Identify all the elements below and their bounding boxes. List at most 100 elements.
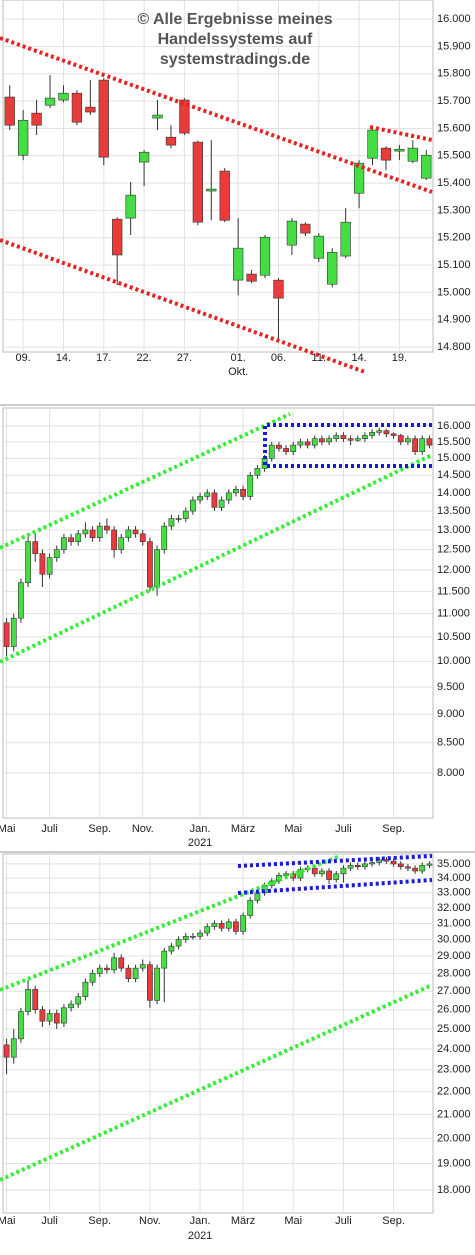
candle-body <box>18 119 29 156</box>
candle-body <box>118 957 125 969</box>
candle-body <box>297 441 304 446</box>
watermark: systemstradings.de <box>160 51 310 68</box>
candle-body <box>376 430 383 433</box>
candle-body <box>412 438 418 452</box>
candle-body <box>39 553 46 575</box>
candle-body <box>283 448 289 452</box>
candle-body <box>152 114 163 119</box>
candle-body <box>333 435 340 439</box>
x-tick-label: Nov. <box>132 823 154 835</box>
trend-lines <box>0 36 433 1182</box>
y-tick-label: 26.000 <box>437 1004 471 1016</box>
candle-body <box>68 1003 74 1009</box>
y-tick-label: 22.000 <box>437 1086 471 1098</box>
candle-body <box>340 221 351 257</box>
x-tick-label: Jan. <box>190 1215 211 1227</box>
candle-body <box>31 112 42 126</box>
x-tick-label: 09. <box>16 352 31 364</box>
candle-body <box>326 870 332 880</box>
candle-body <box>233 921 239 932</box>
candle-body <box>89 973 96 983</box>
y-tick-label: 13.000 <box>437 524 471 536</box>
candle-body <box>353 162 365 194</box>
y-tick-label: 15.200 <box>437 232 471 244</box>
x-tick-label: März <box>231 1215 255 1227</box>
candle-body <box>138 151 150 163</box>
candle-body <box>154 967 160 1001</box>
x-tick-label: Sep. <box>88 1215 111 1227</box>
y-tick-label: 15.300 <box>437 204 471 216</box>
candle-body <box>75 996 82 1005</box>
candle-body <box>82 529 89 535</box>
trend-line <box>0 412 291 550</box>
candle-body <box>247 474 254 497</box>
candle-body <box>154 549 160 588</box>
candle-body <box>10 617 17 647</box>
trend-line <box>0 238 366 374</box>
y-tick-label: 9.500 <box>437 681 465 693</box>
candle-body <box>61 1007 67 1024</box>
candle-body <box>25 989 31 1012</box>
candle-body <box>125 194 136 219</box>
candle-body <box>319 438 325 443</box>
candle-body <box>192 141 203 223</box>
candle-body <box>18 582 24 619</box>
candle-body <box>161 950 168 969</box>
y-tick-label: 15.100 <box>437 259 471 271</box>
y-tick-label: 8.500 <box>437 737 465 749</box>
candle-body <box>58 92 69 101</box>
y-tick-label: 21.000 <box>437 1108 471 1120</box>
x-tick-label: 22. <box>136 352 151 364</box>
y-tick-label: 15.600 <box>437 122 471 134</box>
candle-body <box>419 438 426 452</box>
candle-body <box>426 863 433 866</box>
x-tick-label: Mai <box>284 823 302 835</box>
y-tick-label: 16.000 <box>437 13 471 25</box>
candle-body <box>354 438 361 441</box>
candle-body <box>10 1038 17 1058</box>
candle-body <box>182 510 189 519</box>
x-tick-label: Juli <box>41 823 58 835</box>
x-tick-label: 19. <box>392 352 407 364</box>
candle-body <box>104 967 110 971</box>
y-tick-label: 24.000 <box>437 1043 471 1055</box>
x-tick-label: Juli <box>41 1215 58 1227</box>
candle-body <box>71 92 83 123</box>
y-tick-label: 32.000 <box>437 902 471 914</box>
candle-body <box>53 549 60 558</box>
watermark: Handelssystems auf <box>158 31 313 48</box>
x-tick-label: 06. <box>271 352 286 364</box>
y-tick-label: 15.800 <box>437 68 471 80</box>
candle-body <box>75 533 82 542</box>
candle-body <box>340 867 347 875</box>
x-tick-label: Sep. <box>88 823 111 835</box>
y-tick-label: 9.000 <box>437 708 465 720</box>
candle-body <box>369 862 375 865</box>
candle-body <box>327 251 338 285</box>
candle-body <box>240 489 246 497</box>
candle-body <box>313 235 324 259</box>
x-tick-label: Mai <box>284 1215 302 1227</box>
y-tick-label: 31.000 <box>437 917 471 929</box>
candle-body <box>397 863 404 868</box>
candle-body <box>247 899 254 916</box>
y-tick-label: 29.000 <box>437 950 471 962</box>
y-tick-label: 30.000 <box>437 933 471 945</box>
x-tick-label: Nov. <box>139 1215 161 1227</box>
candle-body <box>82 981 89 997</box>
y-tick-label: 18.000 <box>437 1184 471 1196</box>
y-tick-label: 14.000 <box>437 487 471 499</box>
y-tick-label: 14.900 <box>437 314 471 326</box>
x-tick-label: März <box>231 823 255 835</box>
candle-body <box>204 926 211 934</box>
trend-line <box>263 423 432 468</box>
candle-body <box>233 489 239 494</box>
candle-body <box>197 932 203 937</box>
candle-body <box>139 533 146 542</box>
candle-body <box>254 892 261 901</box>
candle-body <box>390 433 397 436</box>
candle-body <box>300 223 311 234</box>
candle-body <box>168 518 175 527</box>
plot-area <box>2 407 434 819</box>
candle-body <box>367 129 378 159</box>
